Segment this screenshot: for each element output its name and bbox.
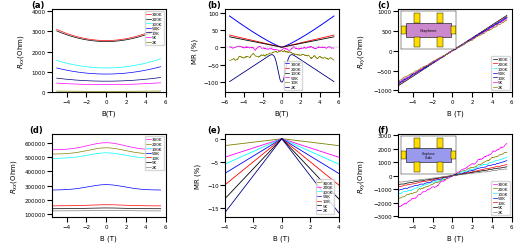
Text: (c): (c) [377, 1, 390, 10]
Y-axis label: MR (%): MR (%) [191, 39, 198, 64]
Y-axis label: $R_{xy}$(Ohm): $R_{xy}$(Ohm) [356, 159, 368, 193]
X-axis label: B (T): B (T) [100, 234, 117, 241]
Legend: 300K, 200K, 100K, 50K, 10K, 5K, 2K: 300K, 200K, 100K, 50K, 10K, 5K, 2K [491, 57, 510, 91]
Text: (d): (d) [29, 126, 43, 135]
Y-axis label: $R_{xx}$(Ohm): $R_{xx}$(Ohm) [16, 34, 26, 69]
Legend: 300K, 200K, 100K, 50K, 10K, 5K, 2K: 300K, 200K, 100K, 50K, 10K, 5K, 2K [145, 136, 163, 171]
Text: (f): (f) [377, 126, 389, 135]
Y-axis label: $R_{xx}$(Ohm): $R_{xx}$(Ohm) [9, 159, 19, 193]
X-axis label: B (T): B (T) [447, 234, 463, 241]
X-axis label: B (T): B (T) [273, 234, 290, 241]
Legend: 300K, 200K, 100K, 50K, 10K, 5K, 2K: 300K, 200K, 100K, 50K, 10K, 5K, 2K [316, 180, 334, 214]
Y-axis label: MR (%): MR (%) [195, 164, 202, 188]
X-axis label: B(T): B(T) [101, 110, 116, 116]
Legend: 300K, 200K, 100K, 50K, 10K, 5K, 2K: 300K, 200K, 100K, 50K, 10K, 5K, 2K [491, 181, 510, 216]
Legend: 300K, 200K, 100K, 50K, 10K, 2K: 300K, 200K, 100K, 50K, 10K, 2K [284, 62, 302, 91]
X-axis label: B(T): B(T) [275, 110, 289, 116]
Text: (b): (b) [208, 1, 221, 10]
Text: (e): (e) [208, 126, 221, 135]
X-axis label: B (T): B (T) [447, 110, 463, 116]
Y-axis label: $R_{xy}$(Ohm): $R_{xy}$(Ohm) [356, 34, 368, 69]
Legend: 300K, 200K, 100K, 50K, 10K, 5K, 2K: 300K, 200K, 100K, 50K, 10K, 5K, 2K [145, 12, 163, 46]
Text: (a): (a) [31, 1, 44, 10]
